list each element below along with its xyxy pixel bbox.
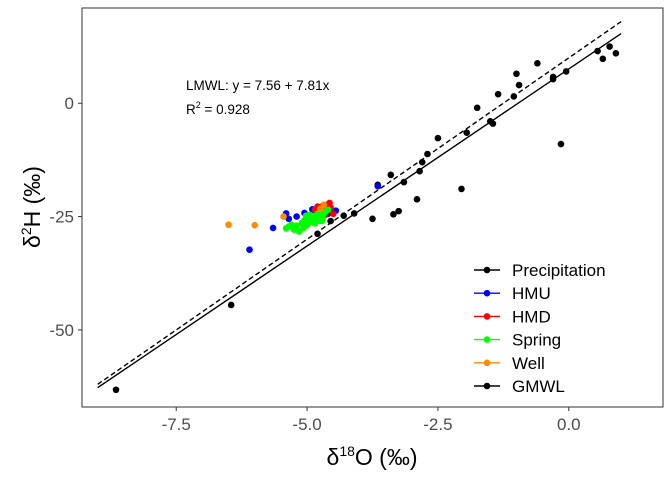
plot-panel-border [81,7,664,408]
legend-label: Precipitation [512,261,606,280]
x-tick-label: 0.0 [557,415,581,434]
legend-label: Spring [512,331,561,350]
legend-item-gmwl: GMWL [474,377,565,396]
well-point [225,221,232,229]
precipitation-point [340,212,348,219]
precipitation-point [463,129,471,136]
precipitation-point [434,134,442,142]
gmwl-line [97,21,622,385]
well-point [320,201,328,209]
legend-item-spring: Spring [474,331,561,350]
x-axis-title: δ18O (‰) [327,443,418,470]
precipitation-point [606,43,613,50]
hmu-point [374,182,382,190]
precipitation-point [489,120,497,127]
y-tick-label: -25 [49,208,74,227]
y-tick-label: -50 [49,321,74,340]
precipitation-point [557,140,565,148]
spring-point [319,214,327,222]
y-axis-title: δ2H (‰) [18,166,45,248]
hmu-point [269,224,277,232]
precipitation-point [515,81,523,89]
precipitation-point [599,55,607,63]
precipitation-point [612,50,620,57]
legend-key-point [483,313,491,320]
precipitation-point [473,104,481,112]
precipitation-point [350,210,358,217]
legend-label: HMD [512,307,551,326]
x-tick-label: -7.5 [162,415,191,434]
spring-point [324,206,332,214]
legend-key-point [483,382,491,390]
precipitation-point [400,178,408,186]
precipitation-point [549,75,557,83]
precipitation-point [458,185,465,193]
plot-area [97,21,622,394]
well-point [251,221,259,229]
spring-point [288,221,295,229]
precipitation-point [534,60,541,67]
y-axis: 0 -25 -50 [49,94,82,340]
precipitation-point [395,207,402,215]
hmu-point [293,213,300,220]
data-points [112,43,620,394]
x-tick-label: -2.5 [423,415,452,434]
hmu-point [285,215,293,223]
legend: Precipitation HMU HMD Spring Well GMWL [474,261,606,396]
precipitation-point [314,230,321,238]
precipitation-point [112,386,120,394]
regression-equation: LMWL: y = 7.56 + 7.81x [186,78,330,93]
legend-item-well: Well [474,354,545,373]
legend-label: HMU [512,284,551,303]
precipitation-point [413,196,421,203]
legend-key-point [483,266,491,274]
precipitation-point [390,211,397,218]
legend-item-hmu: HMU [474,284,551,303]
precipitation-point [227,301,235,309]
x-axis: -7.5 -5.0 -2.5 0.0 [162,407,581,434]
legend-item-hmd: HMD [474,307,551,326]
legend-label: GMWL [512,377,565,396]
legend-key-point [483,336,491,343]
precipitation-point [513,70,520,78]
legend-item-precipitation: Precipitation [474,261,606,280]
legend-key-point [483,359,491,367]
fit-lines [97,21,622,389]
hmu-point [246,246,253,253]
precipitation-point [387,171,395,179]
spring-point [293,222,300,229]
precipitation-point [369,215,376,223]
precipitation-point [424,150,431,158]
r-squared-label: R2 = 0.928 [186,100,250,117]
x-tick-label: -5.0 [292,415,321,434]
precipitation-point [418,158,426,166]
legend-label: Well [512,354,545,373]
precipitation-point [562,68,570,75]
hmd-point [329,210,337,218]
precipitation-point [594,47,601,55]
precipitation-point [416,167,423,175]
lmwl-line [97,32,622,389]
well-point [280,213,287,220]
precipitation-point [510,93,518,100]
y-tick-label: 0 [65,94,74,113]
legend-key-point [483,289,491,297]
precipitation-point [494,90,502,98]
precipitation-point [327,217,334,225]
